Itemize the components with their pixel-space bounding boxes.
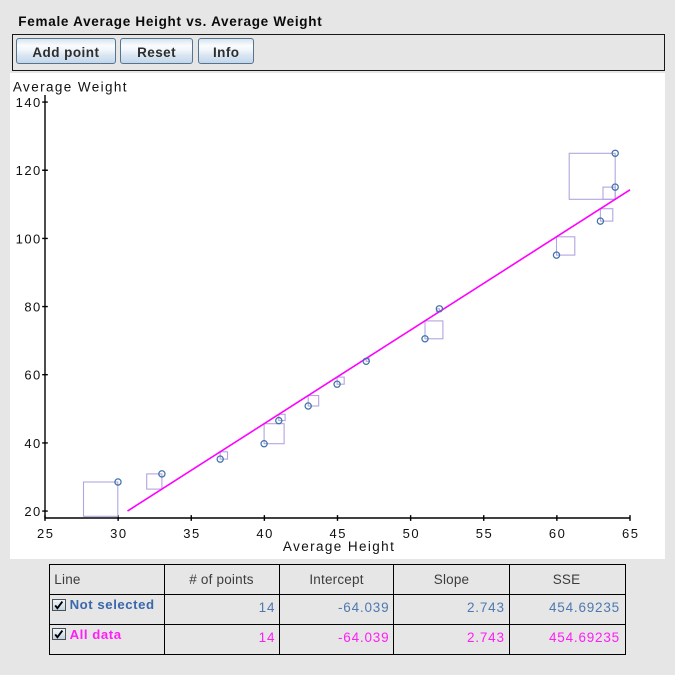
svg-text:50: 50 [403,526,420,541]
svg-text:20: 20 [25,504,42,519]
svg-text:30: 30 [111,526,128,541]
svg-text:40: 40 [25,436,42,451]
svg-text:25: 25 [37,526,54,541]
svg-text:120: 120 [16,163,42,178]
svg-text:45: 45 [330,526,347,541]
svg-text:60: 60 [25,368,42,383]
svg-text:80: 80 [25,300,42,315]
svg-text:Average Height: Average Height [283,539,395,554]
svg-text:60: 60 [549,526,566,541]
svg-text:35: 35 [184,526,201,541]
svg-text:55: 55 [476,526,493,541]
svg-text:100: 100 [16,232,42,247]
svg-text:Average Weight: Average Weight [13,80,128,95]
svg-text:140: 140 [16,95,42,110]
svg-text:40: 40 [257,526,274,541]
svg-text:65: 65 [622,526,639,541]
